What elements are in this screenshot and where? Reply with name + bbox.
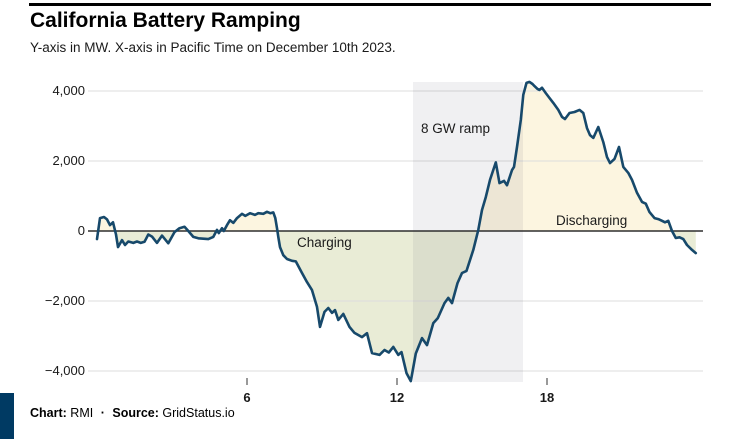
top-rule: [29, 3, 711, 6]
battery-output-line: [95, 80, 698, 383]
y-axis-tick-label: 0: [77, 223, 85, 238]
chart-subtitle: Y-axis in MW. X-axis in Pacific Time on …: [30, 40, 396, 55]
area-fill-discharging: [97, 81, 696, 231]
x-axis-tick-label: 12: [389, 390, 405, 405]
annotation-charging: Charging: [297, 235, 352, 250]
y-axis-tick-label: 2,000: [52, 153, 85, 168]
chart-credit-label: Chart:: [30, 406, 67, 420]
attribution-footer: Chart: RMI · Source: GridStatus.io: [30, 406, 235, 420]
footer-separator: ·: [100, 406, 105, 420]
y-axis-tick-label: −2,000: [44, 293, 85, 308]
brand-corner-block: [0, 393, 14, 439]
annotation-8gw-ramp: 8 GW ramp: [421, 121, 491, 136]
area-fill-charging: [97, 231, 696, 382]
y-axis-tick-label: 4,000: [52, 83, 85, 98]
annotation-discharging: Discharging: [556, 213, 628, 228]
source-credit-value: GridStatus.io: [162, 406, 235, 420]
chart-credit-value: RMI: [70, 406, 94, 420]
page-title: California Battery Ramping: [30, 9, 301, 32]
x-axis-tick-label: 18: [539, 390, 555, 405]
x-axis-tick-label: 6: [243, 390, 251, 405]
y-axis-tick-label: −4,000: [44, 363, 85, 378]
source-credit-label: Source:: [112, 406, 159, 420]
